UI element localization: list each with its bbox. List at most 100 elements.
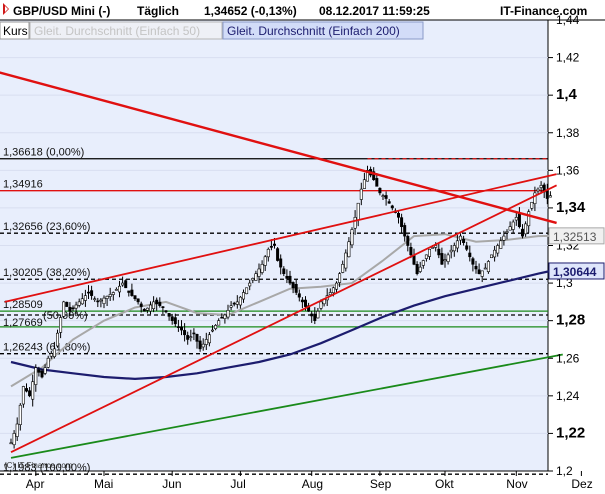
candle-body [431, 247, 435, 249]
candle-body [21, 386, 25, 405]
candle-body [390, 205, 394, 209]
candle-body [83, 295, 87, 301]
candle-body [136, 298, 140, 303]
x-tick-label: Jul [230, 477, 245, 491]
legend-ma50-box[interactable] [29, 21, 223, 40]
instrument-title: GBP/USD Mini (-) [13, 4, 110, 18]
level-label: 1,36618 (0,00%) [3, 147, 84, 159]
y-tick-label: 1,42 [556, 51, 580, 65]
y-tick-label: 1,2 [556, 464, 573, 478]
candle-body [142, 309, 146, 312]
header-left-arrow-icon[interactable] [3, 3, 9, 15]
x-tick-label: Aug [302, 477, 323, 491]
level-label: 1,1983 (100,00%) [3, 462, 90, 474]
candle-body [266, 248, 270, 258]
candle-body [517, 213, 521, 228]
ma200-line [10, 269, 551, 381]
candle-body [502, 235, 506, 241]
candle-body [462, 238, 466, 243]
candle-body [446, 254, 450, 262]
candle-body [338, 273, 342, 283]
candle-body [545, 189, 549, 199]
candle-body [223, 314, 227, 319]
candle-body [52, 348, 56, 358]
candle-body [145, 307, 149, 311]
candle-body [24, 388, 28, 392]
level-label: 1,26243 (61,80%) [3, 342, 90, 354]
legend-kurs-box[interactable] [0, 21, 30, 40]
candle-body [285, 275, 289, 279]
candle-body [161, 306, 165, 308]
candle-body [356, 202, 360, 221]
level-label: 1,32656 (23,60%) [3, 221, 90, 233]
candle-body [437, 248, 441, 256]
candle-body [489, 254, 493, 259]
candle-body [316, 310, 320, 319]
candle-body [452, 245, 456, 252]
y-tick-label: 1,4 [556, 86, 578, 103]
moving-averages [10, 233, 551, 388]
candle-body [77, 301, 81, 306]
candle-body [424, 254, 428, 259]
y-tick-label: 1,26 [556, 351, 580, 365]
x-tick-label: Sep [370, 477, 392, 491]
candle-body [238, 296, 242, 306]
candle-body [40, 370, 44, 378]
candle-body [536, 188, 540, 192]
candle-body [207, 334, 211, 344]
trendline-channel-low[interactable] [10, 184, 557, 454]
candle-body [226, 310, 230, 318]
candle-body [183, 330, 187, 336]
candle-body [406, 236, 410, 246]
candle-body [477, 269, 481, 274]
candle-body [468, 252, 472, 258]
trendline-resistance[interactable] [0, 69, 557, 225]
candle-body [214, 325, 218, 330]
candle-body [195, 333, 199, 342]
candle-body [409, 247, 413, 256]
candle-body [204, 339, 208, 345]
candle-body [272, 243, 276, 246]
candle-body [96, 300, 100, 303]
candle-body [471, 258, 475, 265]
fibonacci-levels: 1,36618 (0,00%) 1,34916 1,32656 (23,60%) 1,… [0, 147, 548, 475]
candle-body [93, 298, 97, 301]
candle-body [396, 212, 400, 218]
last-price: 1,34652 (-0,13%) [204, 4, 297, 18]
candle-body [130, 289, 134, 296]
candle-body [108, 294, 112, 297]
candle-body [49, 353, 53, 357]
candle-body [350, 229, 354, 246]
candle-body [164, 310, 168, 313]
candle-body [68, 306, 72, 312]
candle-body [152, 301, 156, 310]
candle-body [443, 259, 447, 262]
candle-body [486, 261, 490, 272]
candle-body [319, 301, 323, 309]
candle-body [344, 252, 348, 269]
candle-body [15, 423, 19, 437]
axis-value-box [548, 262, 605, 280]
candle-body [124, 280, 128, 289]
legend-ma200-box[interactable] [222, 21, 424, 40]
candle-body [118, 285, 122, 293]
candle-body [180, 326, 184, 331]
candle-body [133, 295, 137, 300]
candle-body [381, 195, 385, 198]
trendline-channel-top[interactable] [4, 173, 557, 303]
candle-body [43, 367, 47, 374]
axis-value-label: 1,30644 [553, 265, 597, 279]
level-label: 1,27669 [3, 317, 43, 329]
candle-body [65, 301, 69, 307]
candle-body [434, 245, 438, 248]
candle-body [300, 299, 304, 303]
candle-body [139, 303, 143, 307]
trendline-support[interactable] [10, 353, 563, 459]
candle-body [387, 201, 391, 204]
candle-body [288, 275, 292, 284]
candle-body [263, 256, 267, 266]
candle-body [192, 332, 196, 335]
x-axis-ticks: Apr Mai Jun Jul Aug Sep Okt Nov Dez [26, 471, 593, 491]
candle-body [229, 305, 233, 308]
candle-body [530, 201, 534, 209]
